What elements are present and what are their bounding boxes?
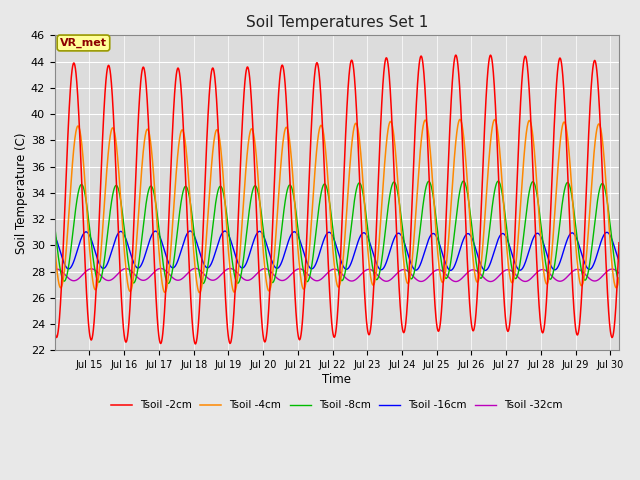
Tsoil -8cm [543,270,551,276]
Tsoil -8cm [115,189,123,195]
Tsoil -4cm [115,173,123,179]
Tsoil -2cm [604,303,612,309]
Tsoil -32cm [452,279,460,285]
Tsoil -2cm [452,52,460,58]
Tsoil -2cm [51,328,59,334]
Tsoil -32cm [191,265,199,271]
Tsoil -4cm [543,280,551,286]
Line: Tsoil -16cm: Tsoil -16cm [55,231,619,270]
Tsoil -32cm [148,271,156,276]
Tsoil -2cm [615,240,623,246]
Tsoil -16cm [615,259,623,264]
Tsoil -16cm [292,229,300,235]
Tsoil -16cm [186,228,194,234]
Tsoil -16cm [268,256,275,262]
Tsoil -16cm [543,253,551,259]
Tsoil -4cm [604,214,612,219]
Tsoil -8cm [268,278,275,284]
Tsoil -4cm [196,290,204,296]
Line: Tsoil -8cm: Tsoil -8cm [55,181,619,284]
Tsoil -32cm [292,267,300,273]
Tsoil -16cm [604,230,612,236]
Tsoil -4cm [456,117,464,122]
Legend: Tsoil -2cm, Tsoil -4cm, Tsoil -8cm, Tsoil -16cm, Tsoil -32cm: Tsoil -2cm, Tsoil -4cm, Tsoil -8cm, Tsoi… [107,396,567,415]
Tsoil -16cm [51,233,59,239]
Tsoil -32cm [268,269,275,275]
Tsoil -2cm [292,306,300,312]
Tsoil -16cm [481,267,489,273]
Tsoil -8cm [460,178,467,184]
Title: Soil Temperatures Set 1: Soil Temperatures Set 1 [246,15,428,30]
Tsoil -8cm [292,207,300,213]
Tsoil -16cm [148,231,156,237]
Tsoil -32cm [115,270,123,276]
Tsoil -8cm [51,223,59,229]
Tsoil -4cm [615,275,623,281]
X-axis label: Time: Time [323,373,351,386]
Line: Tsoil -2cm: Tsoil -2cm [55,55,619,344]
Text: VR_met: VR_met [60,38,107,48]
Tsoil -2cm [191,341,199,347]
Tsoil -32cm [604,267,612,273]
Line: Tsoil -4cm: Tsoil -4cm [55,120,619,293]
Tsoil -8cm [148,185,156,191]
Tsoil -4cm [268,281,275,287]
Tsoil -2cm [268,254,275,260]
Tsoil -16cm [115,229,123,235]
Tsoil -8cm [615,278,623,284]
Tsoil -32cm [543,269,551,275]
Tsoil -2cm [148,218,156,224]
Y-axis label: Soil Temperature (C): Soil Temperature (C) [15,132,28,253]
Tsoil -4cm [51,242,59,248]
Tsoil -32cm [51,266,59,272]
Tsoil -32cm [615,270,623,276]
Tsoil -2cm [115,246,123,252]
Tsoil -2cm [543,279,551,285]
Tsoil -4cm [292,216,300,222]
Line: Tsoil -32cm: Tsoil -32cm [55,268,619,282]
Tsoil -4cm [148,159,156,165]
Tsoil -8cm [604,206,612,212]
Tsoil -8cm [199,281,207,287]
